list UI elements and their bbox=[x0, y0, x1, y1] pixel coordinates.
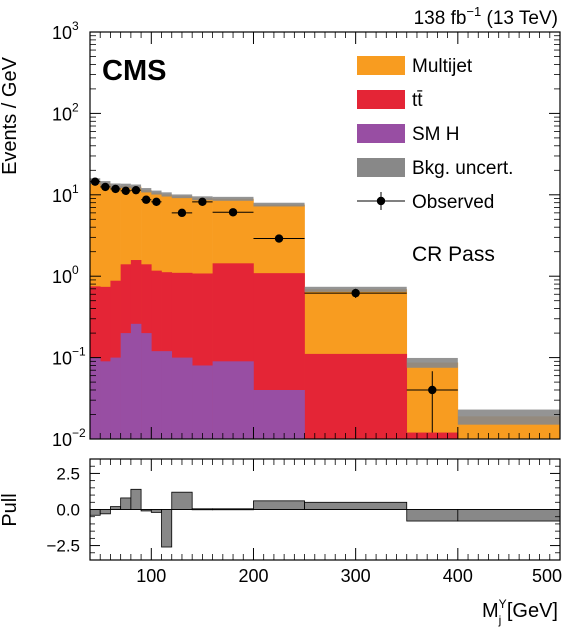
pull-y-axis-label: Pull bbox=[0, 493, 21, 526]
bar-tt--12 bbox=[304, 353, 408, 439]
bar-sm-h-0 bbox=[90, 357, 101, 439]
pull-panel: −2.5 0.0 2.5 100 200 300 400 500 Pull MY j [GeV… bbox=[0, 458, 562, 627]
legend: Multijet tt̄ SM H Bkg. uncert. Observed bbox=[357, 56, 513, 213]
pull-bar-2 bbox=[110, 506, 122, 510]
pull-bar-0 bbox=[89, 509, 101, 516]
bar-tt--13 bbox=[406, 432, 459, 439]
legend-label-1: tt̄ bbox=[412, 90, 423, 111]
x-axis-label: MY j [GeV] bbox=[482, 597, 558, 627]
x-tick-label: 300 bbox=[341, 566, 371, 586]
pull-bar-1 bbox=[99, 509, 111, 515]
bar-sm-h-2 bbox=[110, 357, 121, 439]
bar-sm-h-9 bbox=[192, 365, 213, 439]
observed-point-8 bbox=[198, 197, 207, 207]
region-label: CR Pass bbox=[412, 243, 495, 266]
uncertainty-bin-7 bbox=[161, 192, 172, 197]
y-tick-label: 10−1 bbox=[52, 345, 86, 369]
observed-point-6 bbox=[152, 197, 161, 207]
pull-bar-13 bbox=[406, 509, 459, 522]
uncertainty-bin-8 bbox=[171, 194, 193, 199]
pull-bar-3 bbox=[120, 497, 132, 510]
observed-point-9 bbox=[228, 208, 238, 217]
y-tick-label: 101 bbox=[52, 182, 79, 206]
bar-sm-h-10 bbox=[212, 361, 254, 439]
legend-swatch-0 bbox=[357, 56, 405, 75]
observed-points bbox=[90, 177, 458, 433]
uncertainty-bin-11 bbox=[253, 202, 305, 207]
uncertainty-bin-14 bbox=[457, 409, 560, 425]
uncertainty-bin-6 bbox=[151, 190, 162, 195]
bar-sm-h-11 bbox=[253, 389, 305, 439]
pull-y-tick-label: 2.5 bbox=[56, 464, 80, 483]
stacked-histogram bbox=[90, 181, 561, 439]
uncertainty-bin-13 bbox=[406, 357, 458, 368]
pull-y-tick-labels: −2.5 0.0 2.5 bbox=[46, 464, 80, 555]
pull-axis-ticks bbox=[90, 459, 561, 560]
main-x-axis-ticks bbox=[99, 32, 561, 439]
y-tick-label: 10−2 bbox=[52, 426, 86, 450]
pull-bar-12 bbox=[304, 501, 408, 510]
legend-swatch-1 bbox=[357, 90, 405, 109]
pull-bar-14 bbox=[457, 509, 561, 522]
pull-bar-8 bbox=[171, 491, 193, 510]
pull-bar-11 bbox=[253, 500, 305, 510]
observed-point-11 bbox=[351, 288, 360, 298]
pull-bar-6 bbox=[150, 509, 162, 513]
legend-label-2: SM H bbox=[412, 124, 460, 145]
legend-marker-dot bbox=[376, 196, 386, 206]
main-y-axis-ticks bbox=[90, 31, 560, 440]
observed-point-0 bbox=[90, 177, 100, 186]
bar-sm-h-6 bbox=[151, 351, 162, 439]
x-tick-label: 400 bbox=[443, 566, 473, 586]
observed-point-12 bbox=[428, 385, 437, 395]
legend-label-0: Multijet bbox=[412, 56, 473, 77]
y-tick-label: 102 bbox=[52, 100, 79, 124]
observed-point-5 bbox=[141, 195, 151, 204]
bar-sm-h-1 bbox=[100, 361, 111, 439]
legend-label-3: Bkg. uncert. bbox=[412, 158, 513, 179]
pull-bar-4 bbox=[130, 488, 142, 510]
observed-point-2 bbox=[111, 184, 120, 194]
pull-bars bbox=[89, 488, 561, 548]
uncertainty-bin-5 bbox=[141, 188, 152, 193]
lumi-label: 138 fb−1 (13 TeV) bbox=[414, 4, 558, 29]
bar-sm-h-3 bbox=[120, 333, 132, 439]
bar-sm-h-8 bbox=[171, 357, 193, 439]
uncertainty-bin-10 bbox=[212, 196, 254, 201]
x-tick-labels: 100 200 300 400 500 bbox=[136, 566, 562, 586]
legend-swatch-2 bbox=[357, 124, 405, 143]
bar-sm-h-5 bbox=[141, 333, 152, 439]
cms-label: CMS bbox=[102, 55, 166, 87]
pull-bar-7 bbox=[161, 509, 173, 548]
uncertainty-bin-3 bbox=[120, 183, 131, 189]
bar-sm-h-7 bbox=[161, 351, 173, 439]
x-tick-label: 500 bbox=[532, 566, 562, 586]
pull-y-tick-label: 0.0 bbox=[56, 501, 80, 520]
y-tick-label: 100 bbox=[52, 263, 79, 287]
bar-sm-h-4 bbox=[130, 323, 142, 439]
x-tick-label: 100 bbox=[136, 566, 166, 586]
observed-point-10 bbox=[274, 234, 284, 243]
pull-y-tick-label: −2.5 bbox=[46, 537, 80, 556]
observed-point-7 bbox=[177, 208, 187, 218]
x-tick-label: 200 bbox=[238, 566, 268, 586]
main-y-axis-label: Events / GeV bbox=[0, 56, 21, 174]
main-panel: 10−2 10−1 100 101 102 103 Events / GeV CMS 13… bbox=[0, 4, 561, 450]
legend-swatch-3 bbox=[357, 158, 405, 177]
main-y-tick-labels: 10−2 10−1 100 101 102 103 bbox=[52, 19, 86, 450]
legend-label-4: Observed bbox=[412, 192, 494, 213]
observed-point-1 bbox=[101, 182, 110, 192]
y-tick-label: 103 bbox=[52, 19, 79, 43]
observed-point-3 bbox=[121, 186, 130, 195]
observed-point-4 bbox=[131, 185, 141, 195]
